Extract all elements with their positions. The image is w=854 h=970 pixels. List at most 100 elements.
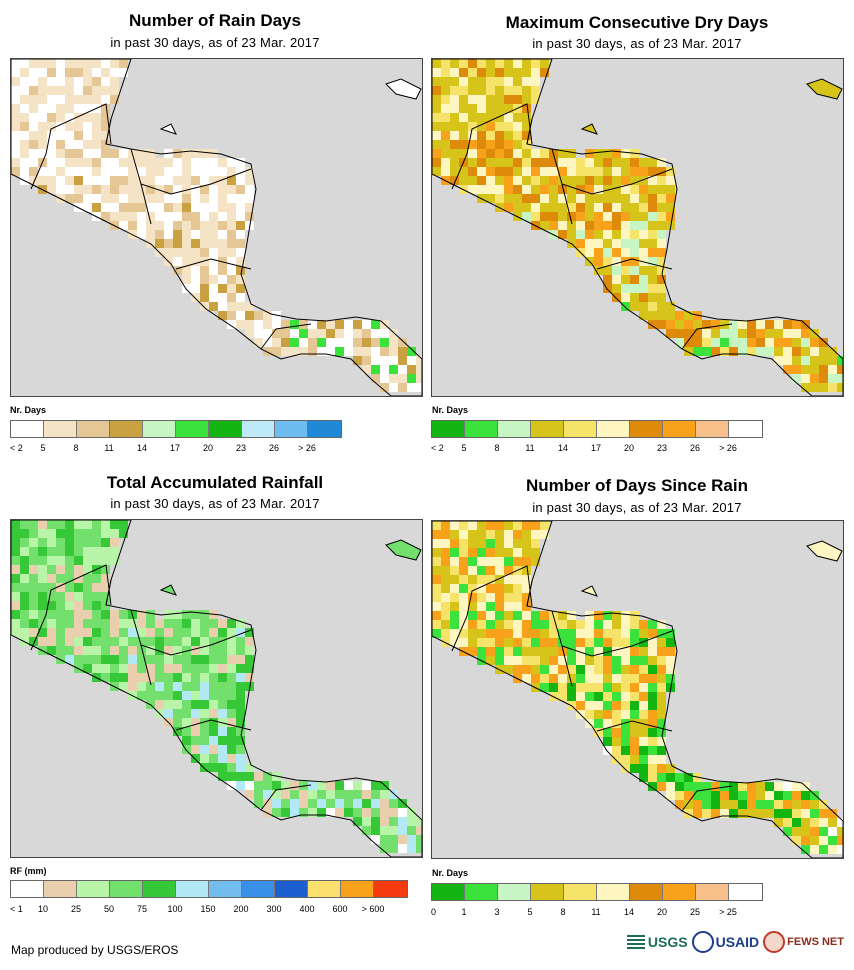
legend-label: 50 xyxy=(103,904,115,914)
map-grid-cell xyxy=(432,131,441,140)
map-grid-cell xyxy=(47,574,56,583)
map-grid-cell xyxy=(495,140,504,149)
map-grid-cell xyxy=(504,122,513,131)
map-grid-cell xyxy=(209,176,218,185)
map-grid-cell xyxy=(810,383,819,392)
map-grid-cell xyxy=(648,728,657,737)
map-grid-cell xyxy=(191,655,200,664)
map-grid-cell xyxy=(720,320,729,329)
map-grid-cell xyxy=(83,149,92,158)
map-grid-cell xyxy=(648,248,657,257)
map-grid-cell xyxy=(576,230,585,239)
legend-swatch xyxy=(11,881,44,897)
map-grid-cell xyxy=(522,656,531,665)
map-grid-cell xyxy=(74,574,83,583)
map-grid-cell xyxy=(657,284,666,293)
map-grid-cell xyxy=(657,167,666,176)
map-grid-cell xyxy=(837,845,843,854)
map-grid-cell xyxy=(540,59,549,68)
map-grid-cell xyxy=(720,809,729,818)
map-grid-cell xyxy=(182,637,191,646)
map-grid-cell xyxy=(155,682,164,691)
map-grid-cell xyxy=(83,140,92,149)
map-grid-cell xyxy=(513,593,522,602)
map-grid-cell xyxy=(621,638,630,647)
legend-label: > 600 xyxy=(361,904,385,914)
legend-swatch xyxy=(110,421,143,437)
map-grid-cell xyxy=(648,302,657,311)
map-grid-cell xyxy=(630,692,639,701)
map-grid-cell xyxy=(603,194,612,203)
map-grid-cell xyxy=(209,203,218,212)
map-grid-cell xyxy=(522,557,531,566)
map-grid-cell xyxy=(398,808,407,817)
map-grid-cell xyxy=(504,176,513,185)
legend-label: 1 xyxy=(461,907,467,917)
map-grid-cell xyxy=(209,700,218,709)
map-grid-cell xyxy=(729,347,738,356)
map-grid-cell xyxy=(173,230,182,239)
map-grid-cell xyxy=(38,529,47,538)
map-grid-cell xyxy=(513,557,522,566)
map-grid-cell xyxy=(74,131,83,140)
map-grid-cell xyxy=(263,311,272,320)
map-grid-cell xyxy=(558,683,567,692)
map-grid-cell xyxy=(432,158,441,167)
map-grid-cell xyxy=(407,844,416,853)
map-grid-cell xyxy=(783,365,792,374)
map-grid-cell xyxy=(603,629,612,638)
map-grid-cell xyxy=(200,754,209,763)
legend-swatch xyxy=(531,421,564,437)
map-grid-cell xyxy=(11,538,20,547)
map-grid-cell xyxy=(540,647,549,656)
map-grid-cell xyxy=(56,547,65,556)
map-grid-cell xyxy=(74,646,83,655)
map-grid-cell xyxy=(92,556,101,565)
map-grid-cell xyxy=(101,203,110,212)
map-grid-cell xyxy=(11,131,20,140)
map-grid-cell xyxy=(344,329,353,338)
map-grid-cell xyxy=(558,158,567,167)
map-grid-cell xyxy=(477,176,486,185)
map-grid-cell xyxy=(522,647,531,656)
map-grid-cell xyxy=(83,664,92,673)
map-grid-cell xyxy=(432,530,441,539)
map-grid-cell xyxy=(155,664,164,673)
map-grid-cell xyxy=(155,637,164,646)
map-grid-cell xyxy=(74,68,83,77)
map-grid-cell xyxy=(495,86,504,95)
map-grid-cell xyxy=(146,230,155,239)
map-grid-cell xyxy=(738,329,747,338)
legend-label: 14 xyxy=(623,907,635,917)
map-grid-cell xyxy=(594,665,603,674)
map-grid-cell xyxy=(567,194,576,203)
map-grid-cell xyxy=(83,592,92,601)
map-grid-cell xyxy=(29,619,38,628)
map-grid-cell xyxy=(29,95,38,104)
panel-days-since-rain: Number of Days Since Rain in past 30 day… xyxy=(430,470,844,920)
legend-label: 5 xyxy=(527,907,533,917)
map-grid-cell xyxy=(486,593,495,602)
map-grid-cell xyxy=(486,638,495,647)
map-grid-cell xyxy=(441,95,450,104)
map-grid-cell xyxy=(630,194,639,203)
map-grid-cell xyxy=(450,611,459,620)
map-grid-cell xyxy=(441,86,450,95)
map-grid-cell xyxy=(92,149,101,158)
map-grid-cell xyxy=(585,638,594,647)
legend-swatch xyxy=(465,421,498,437)
map-grid-cell xyxy=(110,529,119,538)
map-grid-cell xyxy=(83,203,92,212)
map-grid-cell xyxy=(200,302,209,311)
map-grid-cell xyxy=(585,248,594,257)
map-grid-cell xyxy=(612,257,621,266)
map-grid-cell xyxy=(576,194,585,203)
map-grid-cell xyxy=(236,293,245,302)
map-grid-cell xyxy=(227,709,236,718)
map-grid-cell xyxy=(459,584,468,593)
map-grid-cell xyxy=(182,709,191,718)
map-grid-cell xyxy=(101,556,110,565)
map-grid-cell xyxy=(47,565,56,574)
map-grid-cell xyxy=(594,203,603,212)
map-grid-cell xyxy=(92,122,101,131)
